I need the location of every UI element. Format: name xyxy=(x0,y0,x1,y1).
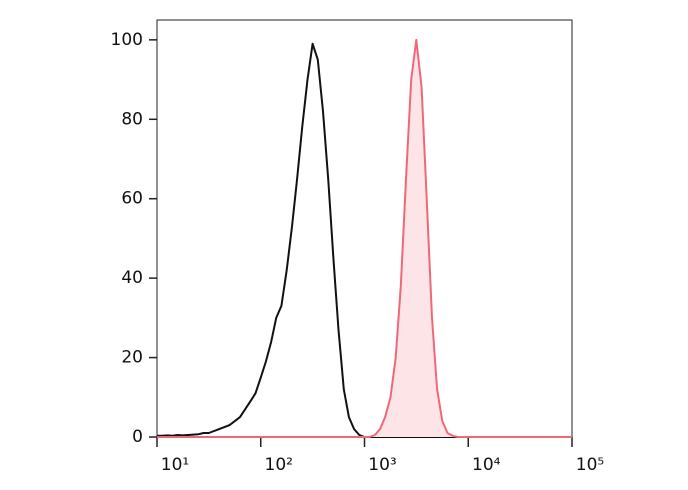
series-line xyxy=(157,42,572,438)
y-tick-label: 20 xyxy=(121,348,143,368)
x-tick-label: 10² xyxy=(265,455,293,475)
x-tick-label: 10⁵ xyxy=(576,455,604,475)
y-tick-label: 40 xyxy=(121,268,143,288)
x-tick-label: 10³ xyxy=(368,455,396,475)
y-tick-label: 60 xyxy=(121,189,143,209)
y-tick-label: 100 xyxy=(111,30,143,50)
plot-frame xyxy=(156,19,573,438)
x-tick-label: 10¹ xyxy=(161,455,189,475)
y-tick-label: 80 xyxy=(121,109,143,129)
y-tick-label: 0 xyxy=(132,427,143,447)
x-tick-label: 10⁴ xyxy=(472,455,501,475)
series-area xyxy=(157,39,572,438)
series-line xyxy=(157,38,572,438)
